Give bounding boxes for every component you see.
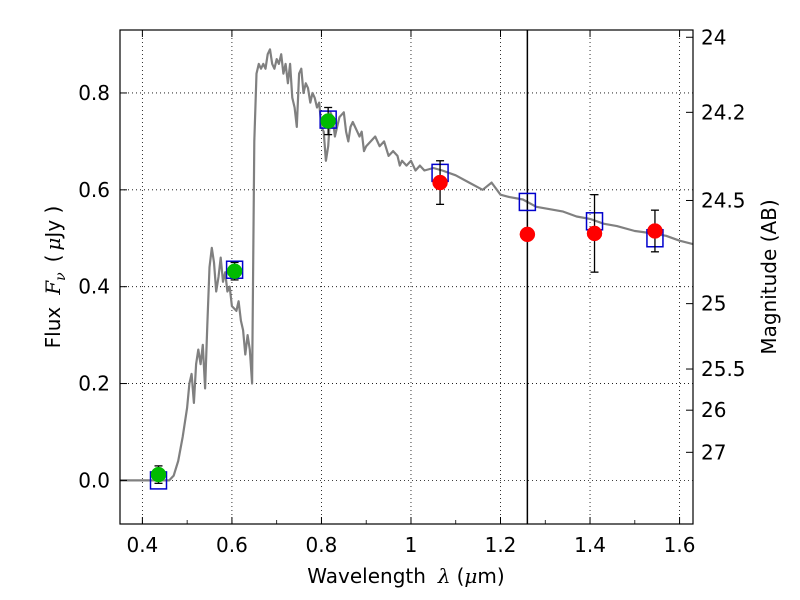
y-tick-label: 0.4 [78, 275, 110, 299]
y2-tick-label: 24.5 [701, 188, 746, 212]
sed-model-line [120, 48, 693, 482]
x-tick-label: 0.6 [216, 533, 248, 557]
marker-layer [149, 106, 664, 490]
y2-tick-label: 25 [701, 292, 726, 316]
plot-area [120, 30, 693, 524]
y-axis-label-prefix: Flux [41, 307, 65, 349]
x-axis-label-prefix: Wavelength [307, 564, 426, 588]
y-tick-label: 0.2 [78, 372, 110, 396]
x-axis-label-unit-rest: m) [477, 564, 504, 588]
y-axis-label-subscript: ν [53, 272, 69, 281]
ticks: 0.4 0.6 0.8 1 1.2 1.4 1.6 0.0 0.2 0.4 0.6 0.8 24 24.2… [78, 25, 745, 557]
x-tick-label: 1 [405, 533, 418, 557]
green-data-point [320, 113, 336, 129]
green-data-point [150, 466, 167, 483]
y2-tick-label: 24.2 [701, 100, 746, 124]
red-data-point [647, 223, 663, 239]
y2-tick-label: 27 [701, 440, 726, 464]
x-axis-label-unit-symbol: μ [464, 564, 477, 588]
y-tick-label: 0.6 [78, 178, 110, 202]
model-flux-square [518, 192, 537, 212]
red-data-point [432, 174, 448, 191]
y-axis-label-open: ( [41, 255, 65, 263]
y-tick-label: 0.8 [78, 81, 110, 105]
y-axis-label-symbol: F [41, 280, 65, 296]
x-tick-label: 1.4 [574, 533, 606, 557]
x-axis-label-open: ( [457, 564, 465, 588]
x-tick-label: 1.2 [485, 533, 517, 557]
x-axis-label: Wavelength λ (μm) [307, 564, 504, 588]
red-data-point [519, 226, 536, 243]
x-tick-label: 0.4 [126, 533, 158, 557]
y-axis-label-unit-rest: Jy ) [41, 206, 65, 240]
y2-tick-label: 25.5 [701, 357, 746, 381]
y-axis-label-unit-symbol: μ [41, 238, 65, 251]
y-tick-label: 0.0 [78, 468, 110, 492]
sed-model-layer [120, 48, 693, 482]
red-data-point [586, 225, 603, 242]
x-tick-label: 1.6 [664, 533, 696, 557]
y2-axis-label: Magnitude (AB) [757, 199, 781, 354]
y2-tick-label: 24 [701, 25, 726, 49]
plot-frame [119, 29, 694, 525]
y-axis-label: Flux Fν ( μJy ) [41, 206, 69, 349]
x-axis-label-symbol: λ [437, 564, 451, 588]
y2-tick-label: 26 [701, 398, 726, 422]
x-tick-label: 0.8 [306, 533, 338, 557]
green-data-point [226, 263, 243, 279]
